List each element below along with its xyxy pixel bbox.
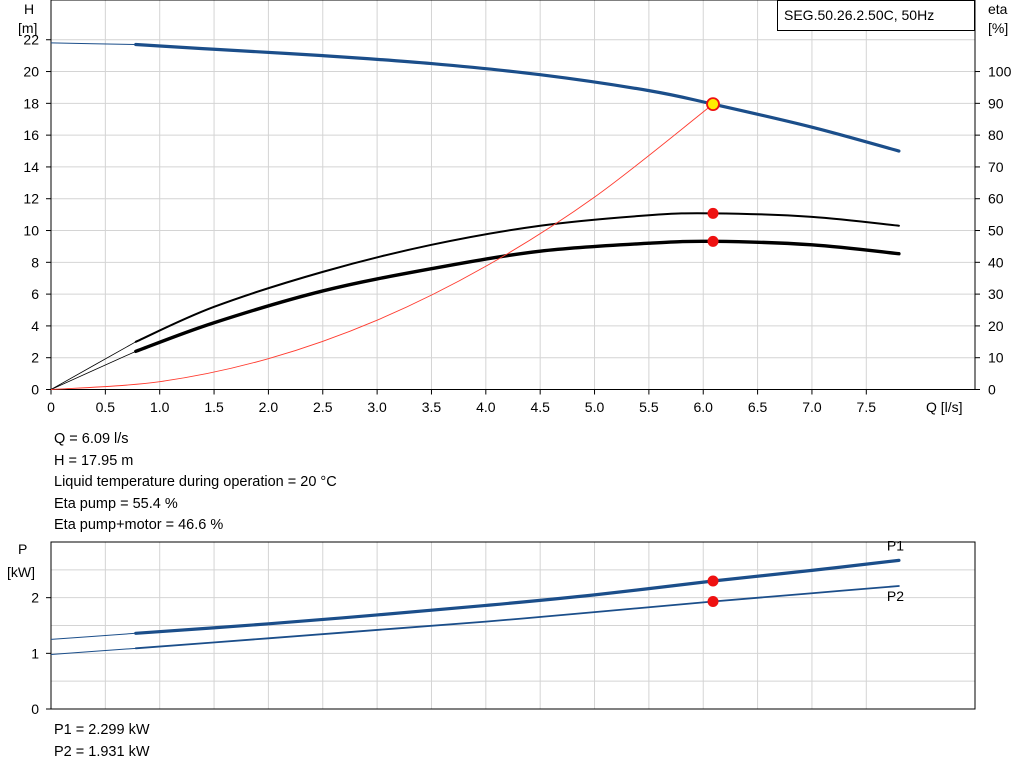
- eta-pump-readout: Eta pump = 55.4 %: [54, 495, 178, 512]
- y-tick-label-left: 20: [23, 64, 39, 80]
- power-y-tick-label: 2: [31, 590, 39, 606]
- x-tick-label: 0: [47, 399, 55, 415]
- y-tick-label-right: 70: [988, 159, 1004, 175]
- h-axis-unit: [m]: [18, 20, 37, 36]
- power-operating-points: [707, 575, 719, 608]
- y-tick-label-left: 8: [31, 254, 39, 270]
- h-axis-label: H: [24, 1, 34, 17]
- operating-point-info: Q = 6.09 l/s H = 17.95 m Liquid temperat…: [54, 429, 337, 537]
- head-curve-extrapolated: [50, 42, 136, 46]
- main-x-ticks: 0 0.5 1.0 1.5 2.0 2.5 3.0 3.5 4.0 4.5 5.0 5.5 6.0 6.5…: [47, 389, 877, 415]
- x-tick-label: 0.5: [96, 399, 116, 415]
- x-tick-label: 5.0: [585, 399, 605, 415]
- x-tick-label: 7.5: [857, 399, 877, 415]
- p1-series-label: P1: [887, 540, 904, 553]
- y-tick-label-right: 30: [988, 286, 1004, 302]
- eta_pump-curve-extrapolated: [50, 341, 136, 390]
- p1-operating-point: [707, 575, 719, 587]
- p2-readout: P2 = 1.931 kW: [54, 743, 150, 760]
- x-tick-label: 4.0: [476, 399, 496, 415]
- y-tick-label-right: 10: [988, 350, 1004, 366]
- power-plot-frame: [50, 541, 976, 710]
- y-tick-label-left: 22: [23, 32, 39, 48]
- y-tick-label-right: 0: [988, 382, 996, 398]
- eta_pump_motor-curve-extrapolated: [50, 350, 136, 390]
- pump-curve-chart: 0 0.5 1.0 1.5 2.0 2.5 3.0 3.5 4.0 4.5 5.0 5.5 6.0 6.5…: [18, 0, 1012, 415]
- p1-readout: P1 = 2.299 kW: [54, 722, 150, 738]
- x-tick-label: 2.0: [259, 399, 279, 415]
- x-tick-label: 1.5: [204, 399, 224, 415]
- eta_pump-curve: [134, 212, 900, 343]
- x-tick-label: 2.5: [313, 399, 333, 415]
- y-tick-label-left: 4: [31, 318, 39, 334]
- p2-operating-point: [707, 596, 719, 608]
- x-tick-label: 3.0: [367, 399, 387, 415]
- y-tick-label-right: 90: [988, 95, 1004, 111]
- head-readout: H = 17.95 m: [54, 452, 134, 469]
- y-tick-label-right: 80: [988, 127, 1004, 143]
- y-tick-label-left: 6: [31, 286, 39, 302]
- y-tick-label-left: 12: [23, 191, 39, 207]
- y-tick-label-right: 40: [988, 254, 1004, 270]
- x-tick-label: 7.0: [802, 399, 822, 415]
- eta_pump_motor-curve: [134, 239, 901, 354]
- x-tick-label: 4.5: [530, 399, 550, 415]
- eta-axis-unit: [%]: [988, 20, 1008, 36]
- p2-series-label: P2: [887, 588, 904, 604]
- y-tick-label-left: 14: [23, 159, 39, 175]
- y-tick-label-right: 100: [988, 64, 1012, 80]
- y-tick-label-left: 18: [23, 95, 39, 111]
- p-axis-label: P: [18, 541, 27, 557]
- y-tick-label-left: 0: [31, 382, 39, 398]
- x-tick-label: 1.0: [150, 399, 170, 415]
- main-curves: [50, 42, 901, 390]
- y-tick-label-right: 50: [988, 223, 1004, 239]
- power-y-ticks: 0 1 2: [31, 590, 51, 715]
- eta-axis-label: eta: [988, 1, 1008, 17]
- eta-pump-operating-point: [707, 207, 719, 219]
- x-tick-label: 5.5: [639, 399, 659, 415]
- main-y-ticks-right: 0 10 20 30 40 50 60 70 80 90 100: [975, 64, 1012, 398]
- power-info: P1 = 2.299 kW P2 = 1.931 kW: [54, 720, 150, 763]
- pump-model-label: SEG.50.26.2.50C, 50Hz: [777, 0, 975, 31]
- eta-pump-motor-readout: Eta pump+motor = 46.6 %: [54, 517, 224, 534]
- temperature-readout: Liquid temperature during operation = 20…: [54, 474, 337, 491]
- flow-readout: Q = 6.09 l/s: [54, 431, 129, 447]
- p2-curve: [134, 585, 900, 650]
- main-y-ticks-left: 0 2 4 6 8 10 12 14 16 18 20 22: [23, 32, 51, 398]
- p2-curve-extrapolated: [50, 647, 136, 655]
- y-tick-label-left: 2: [31, 350, 39, 366]
- y-tick-label-right: 20: [988, 318, 1004, 334]
- x-tick-label: 6.5: [748, 399, 768, 415]
- power-curve-chart: 0 1 2 P [kW] P1 P2: [7, 540, 976, 715]
- power-y-tick-label: 1: [31, 645, 39, 661]
- power-grid: [51, 542, 975, 709]
- p-axis-unit: [kW]: [7, 564, 35, 580]
- main-operating-points: [706, 97, 720, 247]
- y-tick-label-left: 16: [23, 127, 39, 143]
- power-y-tick-label: 0: [31, 701, 39, 715]
- y-tick-label-right: 60: [988, 191, 1004, 207]
- main-plot-frame: [50, 0, 976, 390]
- q-axis-label: Q [l/s]: [926, 399, 963, 415]
- p1-curve: [134, 558, 901, 635]
- system_curve-curve: [50, 103, 714, 390]
- x-tick-label: 3.5: [422, 399, 442, 415]
- head-operating-point: [706, 97, 720, 112]
- power-curves: [50, 558, 901, 655]
- eta-pump-motor-operating-point: [707, 235, 719, 247]
- x-tick-label: 6.0: [694, 399, 714, 415]
- p1-curve-extrapolated: [50, 632, 136, 640]
- y-tick-label-left: 10: [23, 223, 39, 239]
- head-curve: [134, 42, 901, 153]
